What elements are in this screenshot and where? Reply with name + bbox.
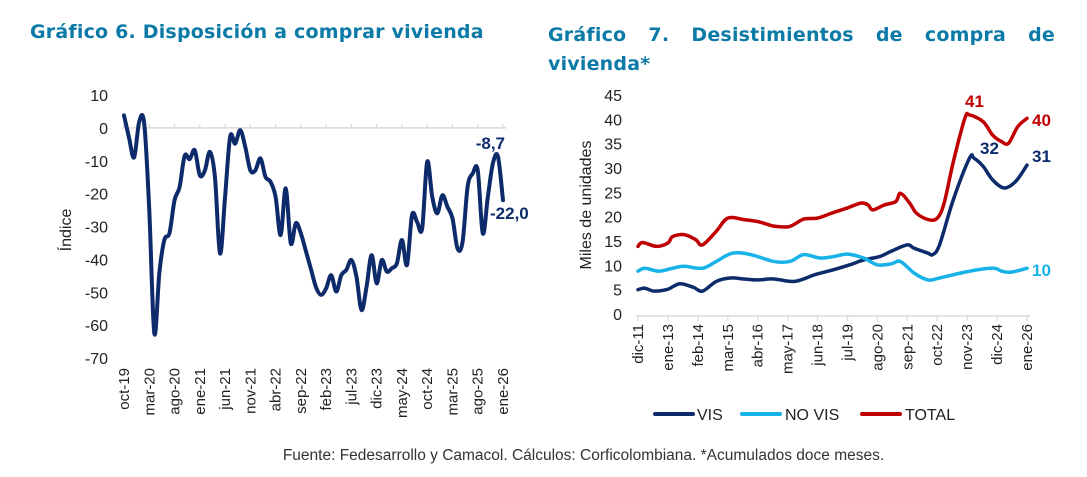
y-tick-label: 10 [90, 88, 108, 105]
y-tick-label: 40 [604, 112, 622, 129]
x-tick-label: nov-23 [959, 324, 976, 370]
x-tick-label: ene-13 [660, 324, 677, 371]
y-tick-label: -30 [85, 220, 108, 237]
data-label: 31 [1032, 147, 1051, 166]
x-tick-label: abr-16 [750, 324, 767, 367]
source-footnote: Fuente: Fedesarrollo y Camacol. Cálculos… [282, 447, 885, 464]
x-tick-label: dic-11 [630, 324, 647, 364]
data-label: 40 [1032, 111, 1051, 130]
y-tick-label: -60 [85, 318, 108, 335]
y-tick-label: -50 [85, 285, 108, 302]
x-tick-label: mar-20 [141, 368, 158, 416]
series-line-vis [636, 153, 1029, 294]
x-tick-label: sep-21 [899, 324, 916, 370]
y-tick-label: -40 [85, 252, 108, 269]
x-tick-label: feb-23 [318, 368, 335, 411]
series-line-no-vis [636, 250, 1029, 282]
legend-label: NO VIS [785, 407, 839, 424]
x-tick-label: may-24 [394, 368, 411, 418]
data-label: 41 [965, 92, 984, 111]
x-tick-label: ene-26 [495, 368, 512, 415]
x-tick-label: oct-19 [116, 368, 133, 410]
x-tick-label: dic-23 [369, 368, 386, 409]
series-line-total [636, 111, 1029, 249]
y-tick-label: 25 [604, 185, 622, 202]
y-tick-label: -10 [85, 154, 108, 171]
x-tick-label: nov-21 [242, 368, 259, 414]
y-tick-label: 0 [99, 121, 108, 138]
data-label: -8,7 [476, 134, 505, 153]
x-tick-label: ago-20 [869, 324, 886, 371]
x-tick-label: mar-15 [720, 324, 737, 372]
x-tick-label: may-17 [780, 324, 797, 374]
x-tick-label: ago-20 [167, 368, 184, 415]
x-tick-label: jul-23 [343, 368, 360, 406]
y-tick-label: 10 [604, 258, 622, 275]
x-tick-label: ene-21 [192, 368, 209, 415]
x-tick-label: dic-24 [989, 324, 1006, 365]
x-tick-label: ago-25 [470, 368, 487, 415]
chart6-title: Gráfico 6. Disposición a comprar viviend… [30, 21, 484, 43]
y-tick-label: -70 [85, 351, 108, 368]
x-tick-label: abr-22 [268, 368, 285, 411]
x-tick-label: sep-22 [293, 368, 310, 414]
y-tick-label: 35 [604, 137, 622, 154]
x-tick-label: feb-14 [690, 324, 707, 367]
x-tick-label: jun-21 [217, 368, 234, 411]
x-tick-label: ene-26 [1019, 324, 1036, 371]
y-tick-label: -20 [85, 187, 108, 204]
x-tick-label: jun-18 [810, 324, 827, 367]
x-tick-label: jul-19 [839, 324, 856, 362]
data-label: 10 [1032, 261, 1051, 280]
data-label: 32 [980, 139, 999, 158]
y-axis-label: Miles de unidades [578, 141, 595, 270]
y-tick-label: 20 [604, 210, 622, 227]
y-tick-label: 0 [613, 307, 622, 324]
y-tick-label: 30 [604, 161, 622, 178]
data-label: -22,0 [490, 204, 529, 223]
x-tick-label: mar-25 [444, 368, 461, 416]
y-tick-label: 5 [613, 283, 622, 300]
x-tick-label: oct-24 [419, 368, 436, 410]
y-tick-label: 15 [604, 234, 622, 251]
legend-label: VIS [697, 407, 723, 424]
x-tick-label: oct-22 [929, 324, 946, 366]
chart7-title: Gráfico 7. Desistimientos de compra de v… [548, 24, 1055, 75]
y-tick-label: 45 [604, 88, 622, 105]
series-line-indice [122, 113, 505, 337]
y-axis-label: Índice [56, 209, 75, 252]
legend-label: TOTAL [905, 407, 955, 424]
